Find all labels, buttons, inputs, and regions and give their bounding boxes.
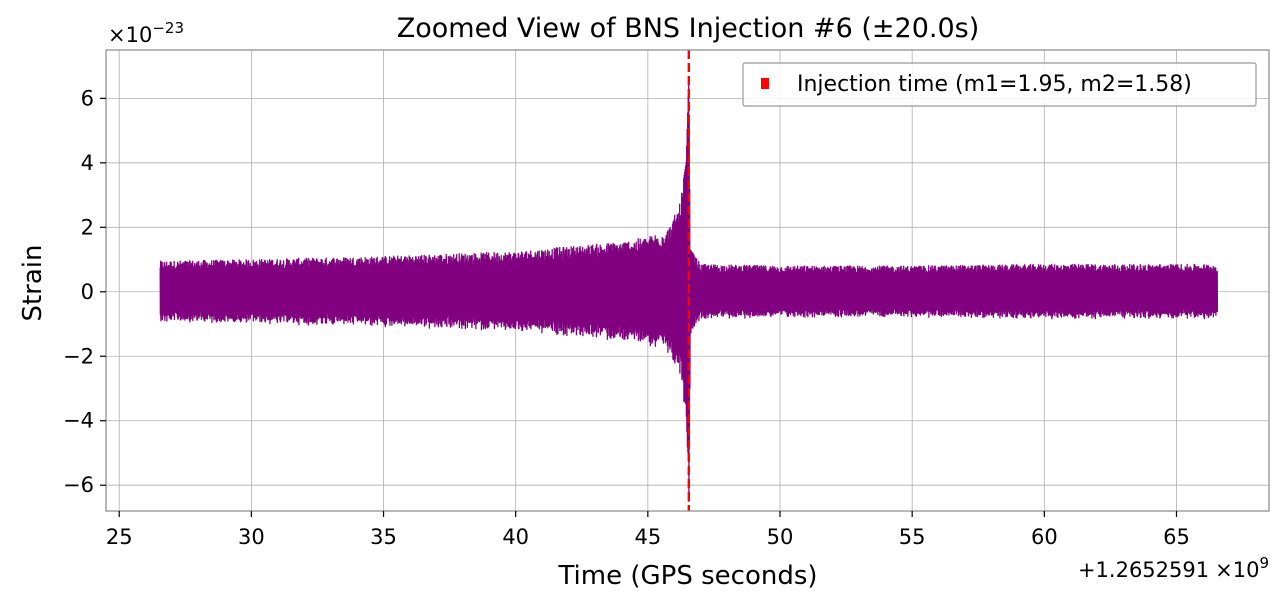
x-tick-label: 40 <box>502 525 529 549</box>
x-tick-label: 30 <box>238 525 265 549</box>
axes-frame <box>105 49 1270 512</box>
y-tick-label: 4 <box>81 151 94 175</box>
x-tick-label: 55 <box>899 525 926 549</box>
y-tick-label: −6 <box>63 473 94 497</box>
x-tick-label: 25 <box>106 525 133 549</box>
x-tick-label: 35 <box>370 525 397 549</box>
y-tick-label: −2 <box>63 344 94 368</box>
x-offset-label: +1.2652591 ×109 <box>1078 554 1269 582</box>
legend-label: Injection time (m1=1.95, m2=1.58) <box>797 72 1192 97</box>
x-axis-ticks: 25 30 35 40 45 50 55 60 65 <box>106 511 1190 549</box>
plot-area <box>159 50 1219 511</box>
y-tick-label: 6 <box>81 86 94 110</box>
x-tick-label: 60 <box>1031 525 1058 549</box>
x-axis-label: Time (GPS seconds) <box>557 561 817 591</box>
y-tick-label: 0 <box>81 280 94 304</box>
x-tick-label: 65 <box>1163 525 1190 549</box>
y-axis-ticks: −6 −4 −2 0 2 4 6 <box>63 86 106 497</box>
legend: Injection time (m1=1.95, m2=1.58) <box>742 62 1257 107</box>
chart-title: Zoomed View of BNS Injection #6 (±20.0s) <box>397 13 979 44</box>
y-axis-label: Strain <box>18 244 48 321</box>
x-tick-label: 45 <box>634 525 661 549</box>
x-tick-label: 50 <box>767 525 794 549</box>
y-tick-label: 2 <box>81 215 94 239</box>
y-tick-label: −4 <box>63 409 94 433</box>
legend-box <box>742 62 1257 107</box>
legend-marker <box>761 78 769 89</box>
y-scale-multiplier: ×10−23 <box>108 19 184 47</box>
